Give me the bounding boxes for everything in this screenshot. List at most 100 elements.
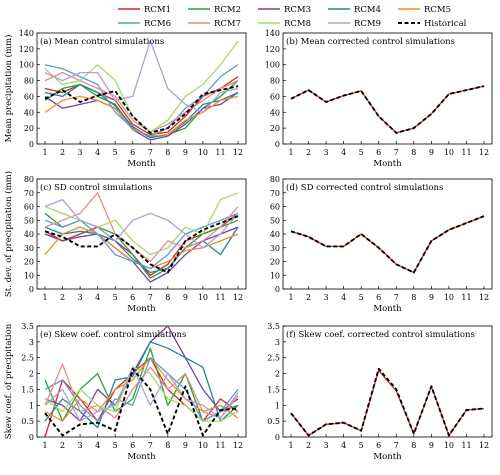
legend-entry: RCM1 — [118, 5, 171, 15]
series-rcm6-line — [44, 357, 239, 422]
y-tick-label: 100 — [19, 61, 34, 70]
x-tick-label: 7 — [394, 441, 399, 450]
y-tick-label: 40 — [270, 108, 280, 117]
y-tick-label: 60 — [270, 92, 280, 101]
x-tick-label: 9 — [183, 441, 188, 450]
x-tick-label: 8 — [165, 293, 170, 302]
panel-title: (a) Mean control simulations — [40, 36, 164, 47]
y-tick-label: 140 — [19, 29, 34, 38]
y-tick-label: 1 — [29, 401, 34, 410]
series-rcm6-line — [44, 212, 239, 270]
y-tick-label: 2 — [275, 370, 280, 379]
x-tick-label: 12 — [233, 293, 243, 302]
x-axis-label: Month — [127, 452, 156, 462]
x-tick-label: 8 — [165, 148, 170, 157]
x-tick-label: 3 — [324, 148, 329, 157]
y-axis-label: Mean precipitation (mm) — [3, 35, 14, 143]
series-rcm8-line — [44, 366, 239, 422]
x-tick-label: 4 — [341, 293, 346, 302]
y-tick-label: 80 — [24, 175, 34, 184]
x-tick-label: 8 — [411, 148, 416, 157]
x-tick-label: 7 — [148, 441, 153, 450]
x-tick-label: 2 — [306, 441, 311, 450]
x-tick-label: 6 — [376, 441, 381, 450]
legend-label: RCM5 — [424, 5, 451, 15]
x-tick-label: 7 — [394, 148, 399, 157]
x-tick-label: 9 — [429, 148, 434, 157]
panel-title: (d) SD corrected control simulations — [286, 182, 443, 193]
y-axis-label: Skew coef. of precipitation — [4, 323, 14, 439]
legend-label: RCM9 — [354, 19, 381, 29]
x-axis-label: Month — [127, 159, 156, 169]
y-tick-label: 20 — [24, 258, 34, 267]
x-tick-label: 11 — [215, 293, 225, 302]
panel-title: (b) Mean corrected control simulations — [286, 36, 455, 47]
y-tick-label: 1.5 — [267, 385, 280, 394]
x-tick-label: 11 — [215, 441, 225, 450]
x-tick-label: 4 — [341, 148, 346, 157]
x-tick-label: 3 — [78, 441, 83, 450]
x-tick-label: 5 — [359, 293, 364, 302]
y-tick-label: 1.5 — [21, 385, 34, 394]
series-rcm9-line — [44, 198, 239, 249]
x-tick-label: 5 — [359, 441, 364, 450]
x-tick-label: 12 — [479, 148, 489, 157]
x-tick-label: 4 — [95, 293, 100, 302]
legend-label: RCM1 — [144, 5, 171, 15]
x-tick-label: 7 — [148, 293, 153, 302]
x-tick-label: 2 — [306, 293, 311, 302]
panel-title: (f) Skew coef. corrected control simulat… — [286, 329, 475, 340]
x-tick-label: 4 — [341, 441, 346, 450]
x-tick-label: 10 — [198, 441, 208, 450]
y-tick-label: 3 — [275, 338, 280, 347]
x-tick-label: 5 — [359, 148, 364, 157]
series-historical-line — [44, 367, 239, 437]
x-tick-label: 4 — [95, 441, 100, 450]
legend-entry: RCM9 — [328, 19, 381, 29]
series-rcm5-line — [44, 357, 239, 422]
x-tick-label: 1 — [288, 441, 293, 450]
series-rcm4-line — [44, 341, 239, 429]
x-tick-label: 1 — [288, 293, 293, 302]
x-tick-label: 6 — [130, 148, 135, 157]
y-tick-label: 40 — [270, 230, 280, 239]
y-tick-label: 80 — [270, 175, 280, 184]
plot-frame — [36, 32, 247, 145]
legend: RCM1 RCM2 RCM3 RCM4 RCM5 RCM6 RCM7 RCM8 RCM9 Hist… — [118, 5, 467, 29]
y-tick-label: 0.5 — [21, 417, 34, 426]
y-tick-label: 40 — [24, 230, 34, 239]
y-tick-label: 140 — [265, 29, 280, 38]
x-tick-label: 6 — [376, 293, 381, 302]
x-tick-label: 9 — [429, 293, 434, 302]
legend-label: RCM3 — [284, 5, 311, 15]
y-tick-label: 20 — [270, 258, 280, 267]
x-tick-label: 6 — [130, 293, 135, 302]
series-historical-line — [290, 85, 485, 134]
legend-entry: RCM2 — [188, 5, 241, 15]
x-tick-label: 2 — [306, 148, 311, 157]
x-tick-label: 5 — [113, 148, 118, 157]
series-rcm7-line — [44, 192, 239, 263]
legend-entry: RCM3 — [258, 5, 311, 15]
x-tick-label: 1 — [42, 441, 47, 450]
legend-entry: RCM6 — [118, 19, 171, 29]
legend-entry: RCM5 — [398, 5, 451, 15]
series-rcm3-line — [44, 91, 239, 141]
y-tick-label: 0 — [29, 140, 34, 149]
y-tick-label: 2.5 — [267, 354, 280, 363]
legend-label: Historical — [424, 19, 467, 29]
x-tick-label: 8 — [411, 293, 416, 302]
x-tick-label: 10 — [444, 293, 454, 302]
x-axis-label: Month — [373, 159, 402, 169]
series-historical-line — [290, 215, 485, 274]
x-tick-label: 6 — [376, 148, 381, 157]
series-rcm1-line — [290, 85, 485, 134]
series-rcm4-line — [44, 226, 239, 274]
x-tick-label: 1 — [42, 293, 47, 302]
y-tick-label: 3.5 — [267, 322, 280, 331]
x-tick-label: 12 — [233, 148, 243, 157]
x-tick-label: 11 — [461, 148, 471, 157]
